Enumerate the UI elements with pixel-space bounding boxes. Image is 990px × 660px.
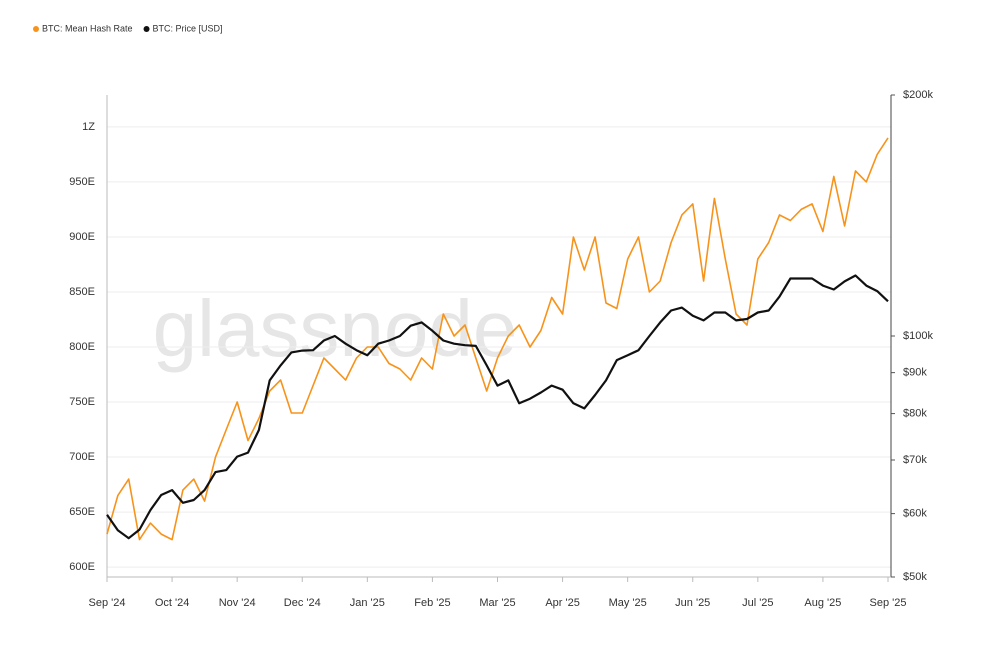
y-tick-label: 1Z bbox=[82, 121, 95, 133]
x-tick-label: Nov '24 bbox=[219, 597, 256, 609]
x-tick-label: Aug '25 bbox=[804, 597, 841, 609]
y2-tick-label: $90k bbox=[903, 367, 927, 379]
y-tick-label: 900E bbox=[69, 231, 95, 243]
y-tick-label: 650E bbox=[69, 506, 95, 518]
series-line bbox=[106, 137, 889, 541]
x-tick-label: Sep '25 bbox=[870, 597, 907, 609]
y2-tick-label: $100k bbox=[903, 330, 933, 342]
y-tick-label: 850E bbox=[69, 286, 95, 298]
y2-tick-label: $200k bbox=[903, 89, 933, 101]
x-tick-label: Jun '25 bbox=[675, 597, 710, 609]
y-tick-label: 750E bbox=[69, 396, 95, 408]
legend-label: BTC: Mean Hash Rate bbox=[42, 23, 133, 33]
y2-tick-label: $80k bbox=[903, 407, 927, 419]
legend-label: BTC: Price [USD] bbox=[153, 23, 223, 33]
y-tick-label: 950E bbox=[69, 176, 95, 188]
legend-marker bbox=[33, 26, 39, 32]
x-tick-label: Feb '25 bbox=[414, 597, 450, 609]
watermark: glassnode bbox=[153, 284, 518, 373]
x-tick-label: Jan '25 bbox=[350, 597, 385, 609]
y2-tick-label: $70k bbox=[903, 454, 927, 466]
y2-tick-label: $50k bbox=[903, 571, 927, 583]
x-tick-label: Jul '25 bbox=[742, 597, 773, 609]
legend-marker bbox=[143, 26, 150, 32]
x-tick-label: Oct '24 bbox=[155, 597, 190, 609]
series-line bbox=[106, 274, 889, 540]
y2-tick-label: $60k bbox=[903, 508, 927, 520]
x-tick-label: Dec '24 bbox=[284, 597, 321, 609]
y-tick-label: 600E bbox=[69, 561, 95, 573]
x-tick-label: Sep '24 bbox=[89, 597, 126, 609]
y-tick-label: 800E bbox=[69, 341, 95, 353]
x-tick-label: Mar '25 bbox=[479, 597, 515, 609]
x-tick-label: May '25 bbox=[609, 597, 647, 609]
y-tick-label: 700E bbox=[69, 451, 95, 463]
x-tick-label: Apr '25 bbox=[545, 597, 580, 609]
